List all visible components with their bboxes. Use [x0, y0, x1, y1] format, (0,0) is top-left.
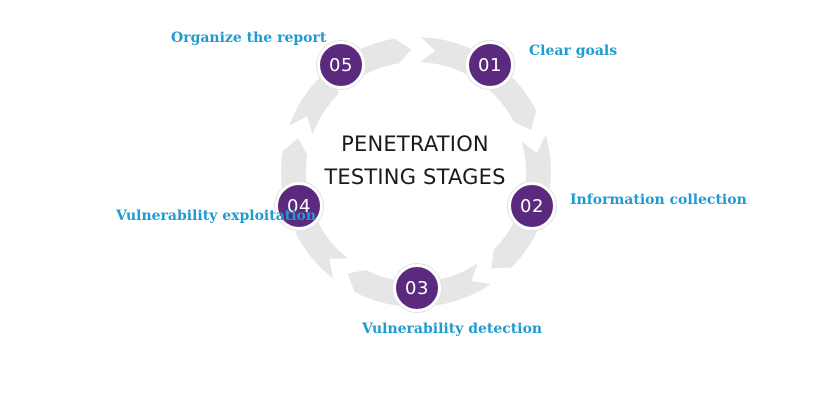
- stage-label-03: Vulnerability detection: [362, 321, 543, 337]
- stage-label-05: Organize the report: [171, 30, 327, 46]
- stage-number-02: 02: [520, 195, 544, 217]
- stage-number-05: 05: [329, 54, 353, 76]
- stage-number-01: 01: [478, 54, 502, 76]
- stage-node-01: 01: [466, 41, 514, 89]
- stage-number-03: 03: [405, 277, 429, 299]
- stage-label-01: Clear goals: [529, 43, 618, 59]
- stage-node-02: 02: [508, 182, 556, 230]
- stage-node-05: 05: [317, 41, 365, 89]
- center-title-line-2: TESTING STAGES: [324, 165, 506, 189]
- ring-arrow-segment: [295, 213, 349, 279]
- stage-node-04: 04: [275, 182, 323, 230]
- stage-label-04: Vulnerability exploitation: [116, 208, 317, 224]
- stage-label-02: Information collection: [570, 192, 747, 208]
- stage-node-03: 03: [393, 264, 441, 312]
- center-title-line-1: PENETRATION: [341, 132, 489, 156]
- ring-arrow-segment: [483, 65, 537, 131]
- center-title: PENETRATION TESTING STAGES: [300, 128, 530, 194]
- stage-number-04: 04: [287, 195, 311, 217]
- ring-arrow-segment: [289, 75, 341, 135]
- ring-arrow-segment: [491, 209, 543, 269]
